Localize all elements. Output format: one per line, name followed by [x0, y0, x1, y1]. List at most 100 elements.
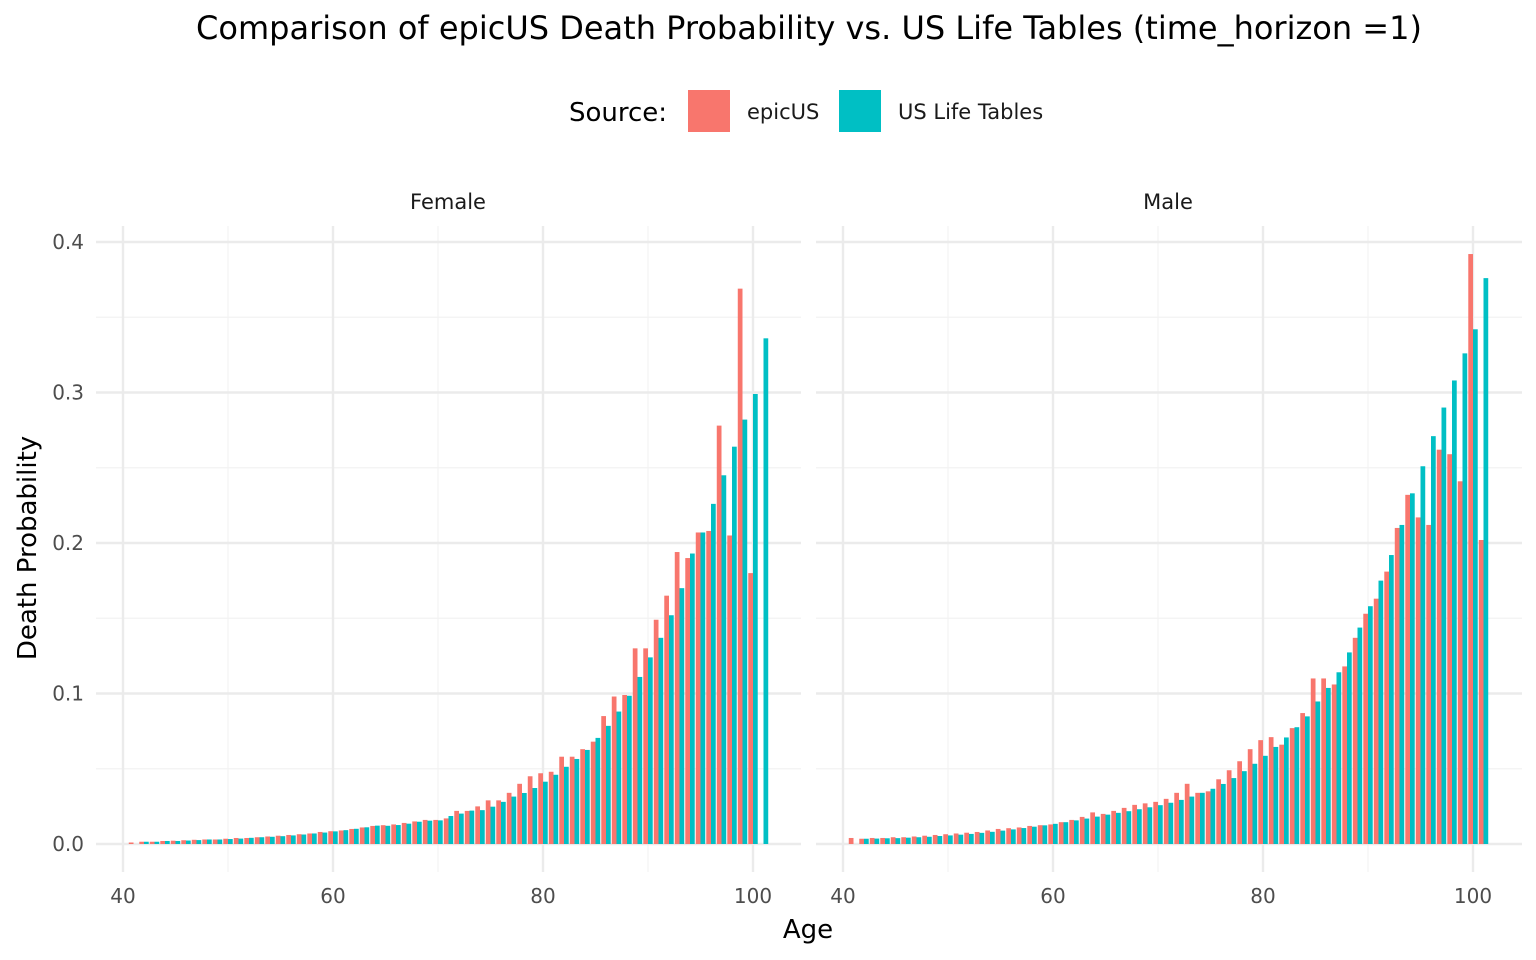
bar-epicus-male-71 — [1163, 798, 1169, 844]
bar-epicus-female-58 — [307, 833, 312, 844]
facet-label-female: Female — [410, 190, 486, 214]
bar-us-life-tables-male-80 — [1263, 755, 1268, 844]
bar-us-life-tables-female-87 — [616, 711, 622, 844]
bar-us-life-tables-female-97 — [721, 475, 727, 844]
bar-epicus-male-43 — [869, 837, 875, 844]
bar-epicus-female-98 — [727, 535, 732, 844]
x-tick-label: 80 — [530, 884, 555, 908]
bar-us-life-tables-female-69 — [427, 820, 433, 844]
bar-epicus-female-67 — [401, 822, 407, 844]
bar-us-life-tables-female-58 — [312, 833, 317, 844]
bar-us-life-tables-male-71 — [1168, 802, 1174, 844]
bar-us-life-tables-female-73 — [469, 810, 475, 844]
bar-us-life-tables-male-49 — [937, 836, 943, 844]
bar-epicus-male-95 — [1415, 517, 1421, 844]
bar-epicus-male-91 — [1373, 598, 1379, 844]
bar-us-life-tables-female-56 — [291, 835, 296, 844]
bar-epicus-male-77 — [1226, 770, 1232, 844]
bar-us-life-tables-female-55 — [280, 836, 286, 844]
bar-epicus-male-41 — [848, 837, 854, 844]
bar-epicus-male-72 — [1174, 792, 1180, 844]
bar-us-life-tables-male-77 — [1231, 778, 1237, 844]
bar-us-life-tables-male-46 — [906, 837, 911, 844]
bar-epicus-male-70 — [1153, 801, 1159, 844]
x-tick-label: 40 — [830, 884, 855, 908]
y-tick-label: 0.0 — [52, 832, 84, 856]
bar-epicus-male-80 — [1258, 740, 1264, 844]
bar-us-life-tables-male-90 — [1368, 606, 1373, 844]
bar-us-life-tables-male-75 — [1210, 788, 1216, 844]
bar-us-life-tables-female-68 — [417, 821, 422, 844]
bar-us-life-tables-male-44 — [885, 838, 890, 844]
bar-epicus-female-91 — [653, 619, 659, 844]
bar-epicus-male-82 — [1279, 744, 1285, 844]
bar-us-life-tables-male-43 — [874, 838, 880, 844]
bar-epicus-female-92 — [664, 595, 669, 844]
bar-epicus-male-74 — [1195, 792, 1201, 844]
bar-us-life-tables-male-50 — [948, 835, 953, 844]
bar-us-life-tables-female-45 — [175, 840, 181, 844]
bar-epicus-female-81 — [548, 771, 554, 844]
bar-epicus-female-99 — [737, 288, 743, 844]
bar-epicus-male-100 — [1468, 254, 1474, 845]
bar-epicus-male-90 — [1363, 613, 1369, 844]
bar-us-life-tables-female-76 — [501, 801, 506, 844]
y-tick-label: 0.3 — [52, 381, 84, 405]
bar-us-life-tables-female-95 — [700, 532, 706, 844]
bar-epicus-male-49 — [932, 834, 938, 844]
bar-epicus-male-46 — [901, 837, 906, 844]
bar-us-life-tables-female-88 — [627, 695, 632, 844]
bar-us-life-tables-female-43 — [154, 841, 160, 844]
bar-us-life-tables-female-66 — [396, 825, 401, 844]
bar-epicus-male-78 — [1237, 761, 1243, 844]
bar-epicus-male-97 — [1436, 449, 1442, 844]
bar-us-life-tables-male-86 — [1326, 687, 1331, 844]
bar-us-life-tables-female-82 — [564, 766, 569, 844]
legend-title: Source: — [569, 98, 667, 128]
bar-epicus-female-69 — [422, 819, 428, 844]
bar-us-life-tables-female-48 — [207, 839, 212, 844]
bar-us-life-tables-female-86 — [606, 725, 611, 844]
bar-epicus-male-99 — [1457, 481, 1463, 844]
bar-epicus-male-85 — [1310, 678, 1316, 844]
bar-us-life-tables-female-78 — [522, 792, 527, 844]
bar-epicus-female-86 — [601, 716, 606, 844]
bar-us-life-tables-male-60 — [1053, 823, 1058, 844]
y-axis-title: Death Probability — [13, 436, 43, 660]
bar-epicus-female-72 — [454, 810, 459, 844]
panel-male — [816, 226, 1522, 872]
bar-epicus-female-89 — [632, 648, 638, 844]
bar-epicus-female-68 — [412, 821, 417, 844]
bar-epicus-male-87 — [1331, 684, 1337, 844]
bar-us-life-tables-male-47 — [916, 837, 922, 844]
bar-us-life-tables-male-55 — [1000, 830, 1006, 844]
bar-epicus-female-75 — [485, 800, 491, 844]
bar-epicus-male-58 — [1027, 825, 1033, 844]
bar-us-life-tables-female-80 — [543, 781, 548, 844]
x-tick-label: 80 — [1250, 884, 1275, 908]
bar-us-life-tables-female-60 — [333, 831, 338, 844]
bar-epicus-male-57 — [1016, 827, 1022, 844]
bar-us-life-tables-male-70 — [1158, 805, 1163, 844]
bar-us-life-tables-male-87 — [1336, 672, 1342, 844]
bar-epicus-female-66 — [391, 824, 396, 844]
bar-us-life-tables-male-56 — [1011, 829, 1016, 844]
bar-epicus-female-52 — [244, 837, 250, 844]
bar-epicus-male-62 — [1069, 819, 1075, 844]
bar-us-life-tables-male-58 — [1032, 826, 1037, 844]
bar-us-life-tables-male-76 — [1221, 783, 1226, 844]
bar-us-life-tables-male-85 — [1315, 701, 1321, 844]
bar-us-life-tables-female-98 — [732, 446, 737, 844]
bar-epicus-male-53 — [974, 831, 980, 844]
chart-title: Comparison of epicUS Death Probability v… — [196, 9, 1422, 47]
bar-epicus-female-50 — [223, 838, 229, 844]
bar-epicus-male-51 — [953, 833, 959, 844]
bar-epicus-female-94 — [685, 558, 690, 844]
bar-epicus-female-96 — [706, 530, 711, 844]
bar-us-life-tables-male-89 — [1357, 627, 1363, 844]
y-axis-ticks: 0.0 0.1 0.2 0.3 0.4 — [52, 230, 84, 856]
bar-us-life-tables-male-72 — [1179, 799, 1184, 844]
bar-epicus-male-88 — [1342, 666, 1348, 844]
bar-us-life-tables-male-93 — [1399, 524, 1405, 844]
